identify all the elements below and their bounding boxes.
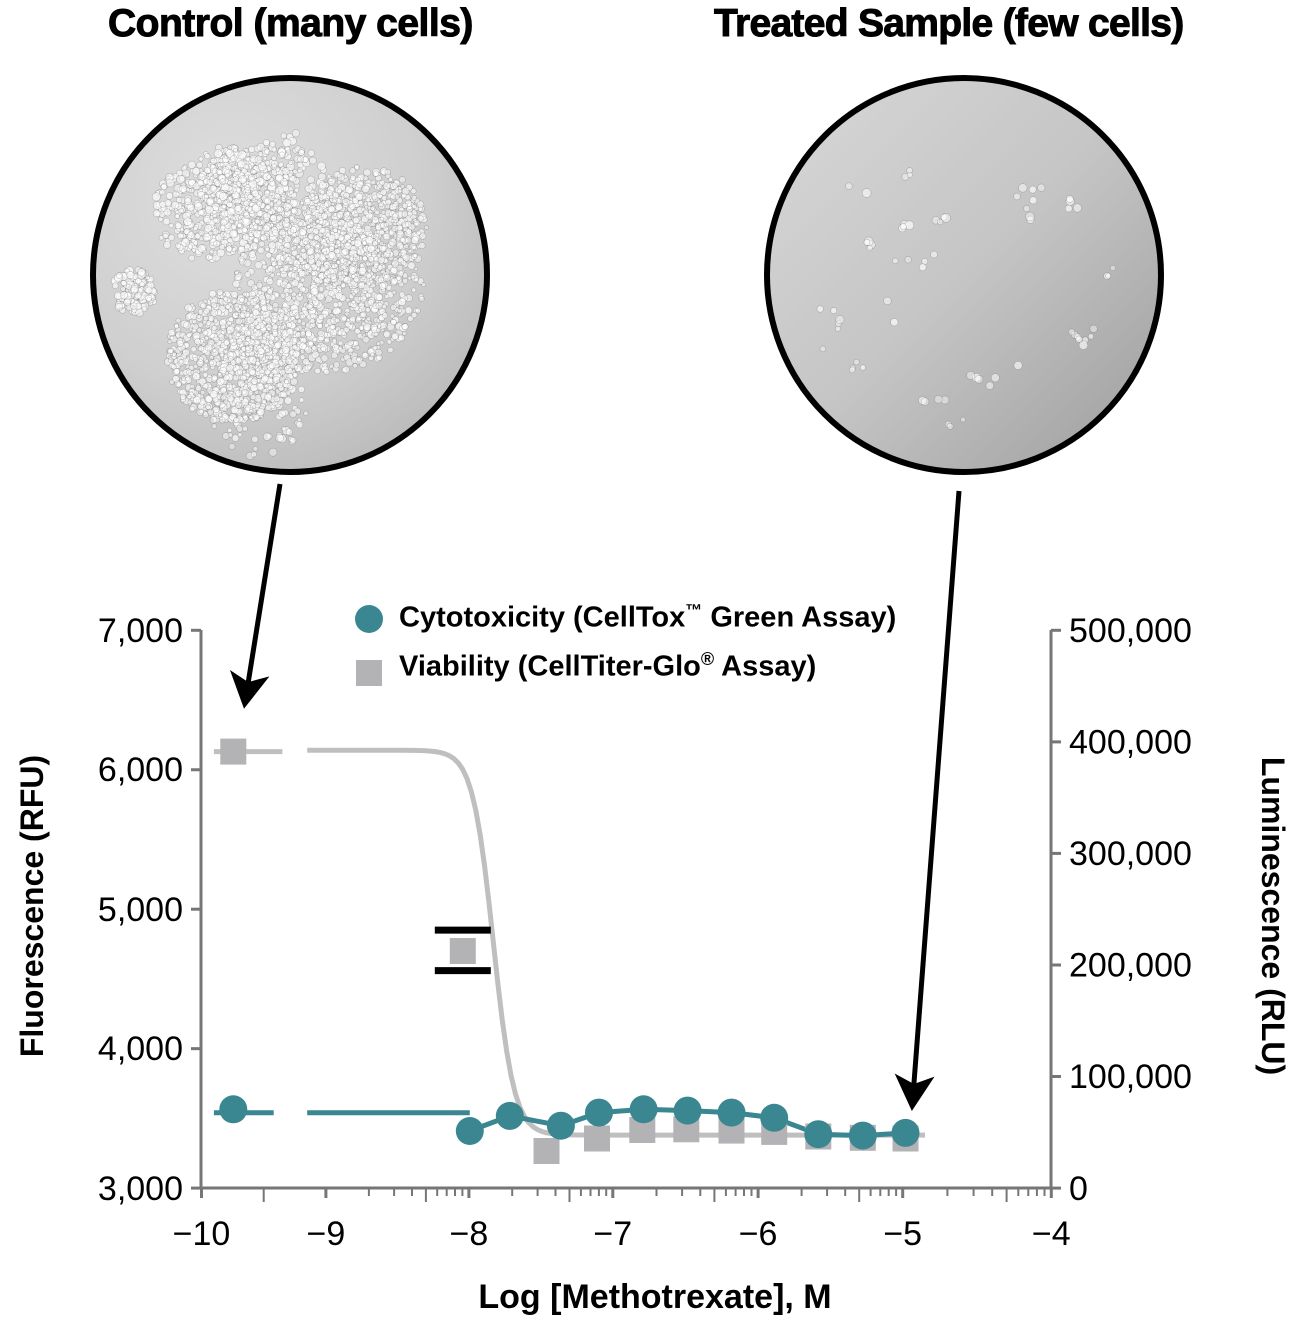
svg-text:200,000: 200,000	[1069, 947, 1192, 985]
svg-text:−7: −7	[593, 1215, 632, 1253]
svg-text:6,000: 6,000	[98, 751, 183, 789]
svg-text:−9: −9	[307, 1215, 346, 1253]
svg-text:−10: −10	[173, 1215, 231, 1253]
svg-text:−5: −5	[883, 1215, 922, 1253]
svg-text:7,000: 7,000	[98, 612, 183, 650]
svg-text:4,000: 4,000	[98, 1030, 183, 1068]
svg-text:−4: −4	[1032, 1215, 1071, 1253]
svg-text:0: 0	[1069, 1170, 1088, 1208]
svg-text:400,000: 400,000	[1069, 724, 1192, 762]
svg-text:5,000: 5,000	[98, 891, 183, 929]
svg-text:500,000: 500,000	[1069, 612, 1192, 650]
svg-text:−8: −8	[450, 1215, 489, 1253]
svg-text:100,000: 100,000	[1069, 1058, 1192, 1096]
svg-text:3,000: 3,000	[98, 1170, 183, 1208]
svg-text:−6: −6	[739, 1215, 778, 1253]
svg-text:300,000: 300,000	[1069, 835, 1192, 873]
